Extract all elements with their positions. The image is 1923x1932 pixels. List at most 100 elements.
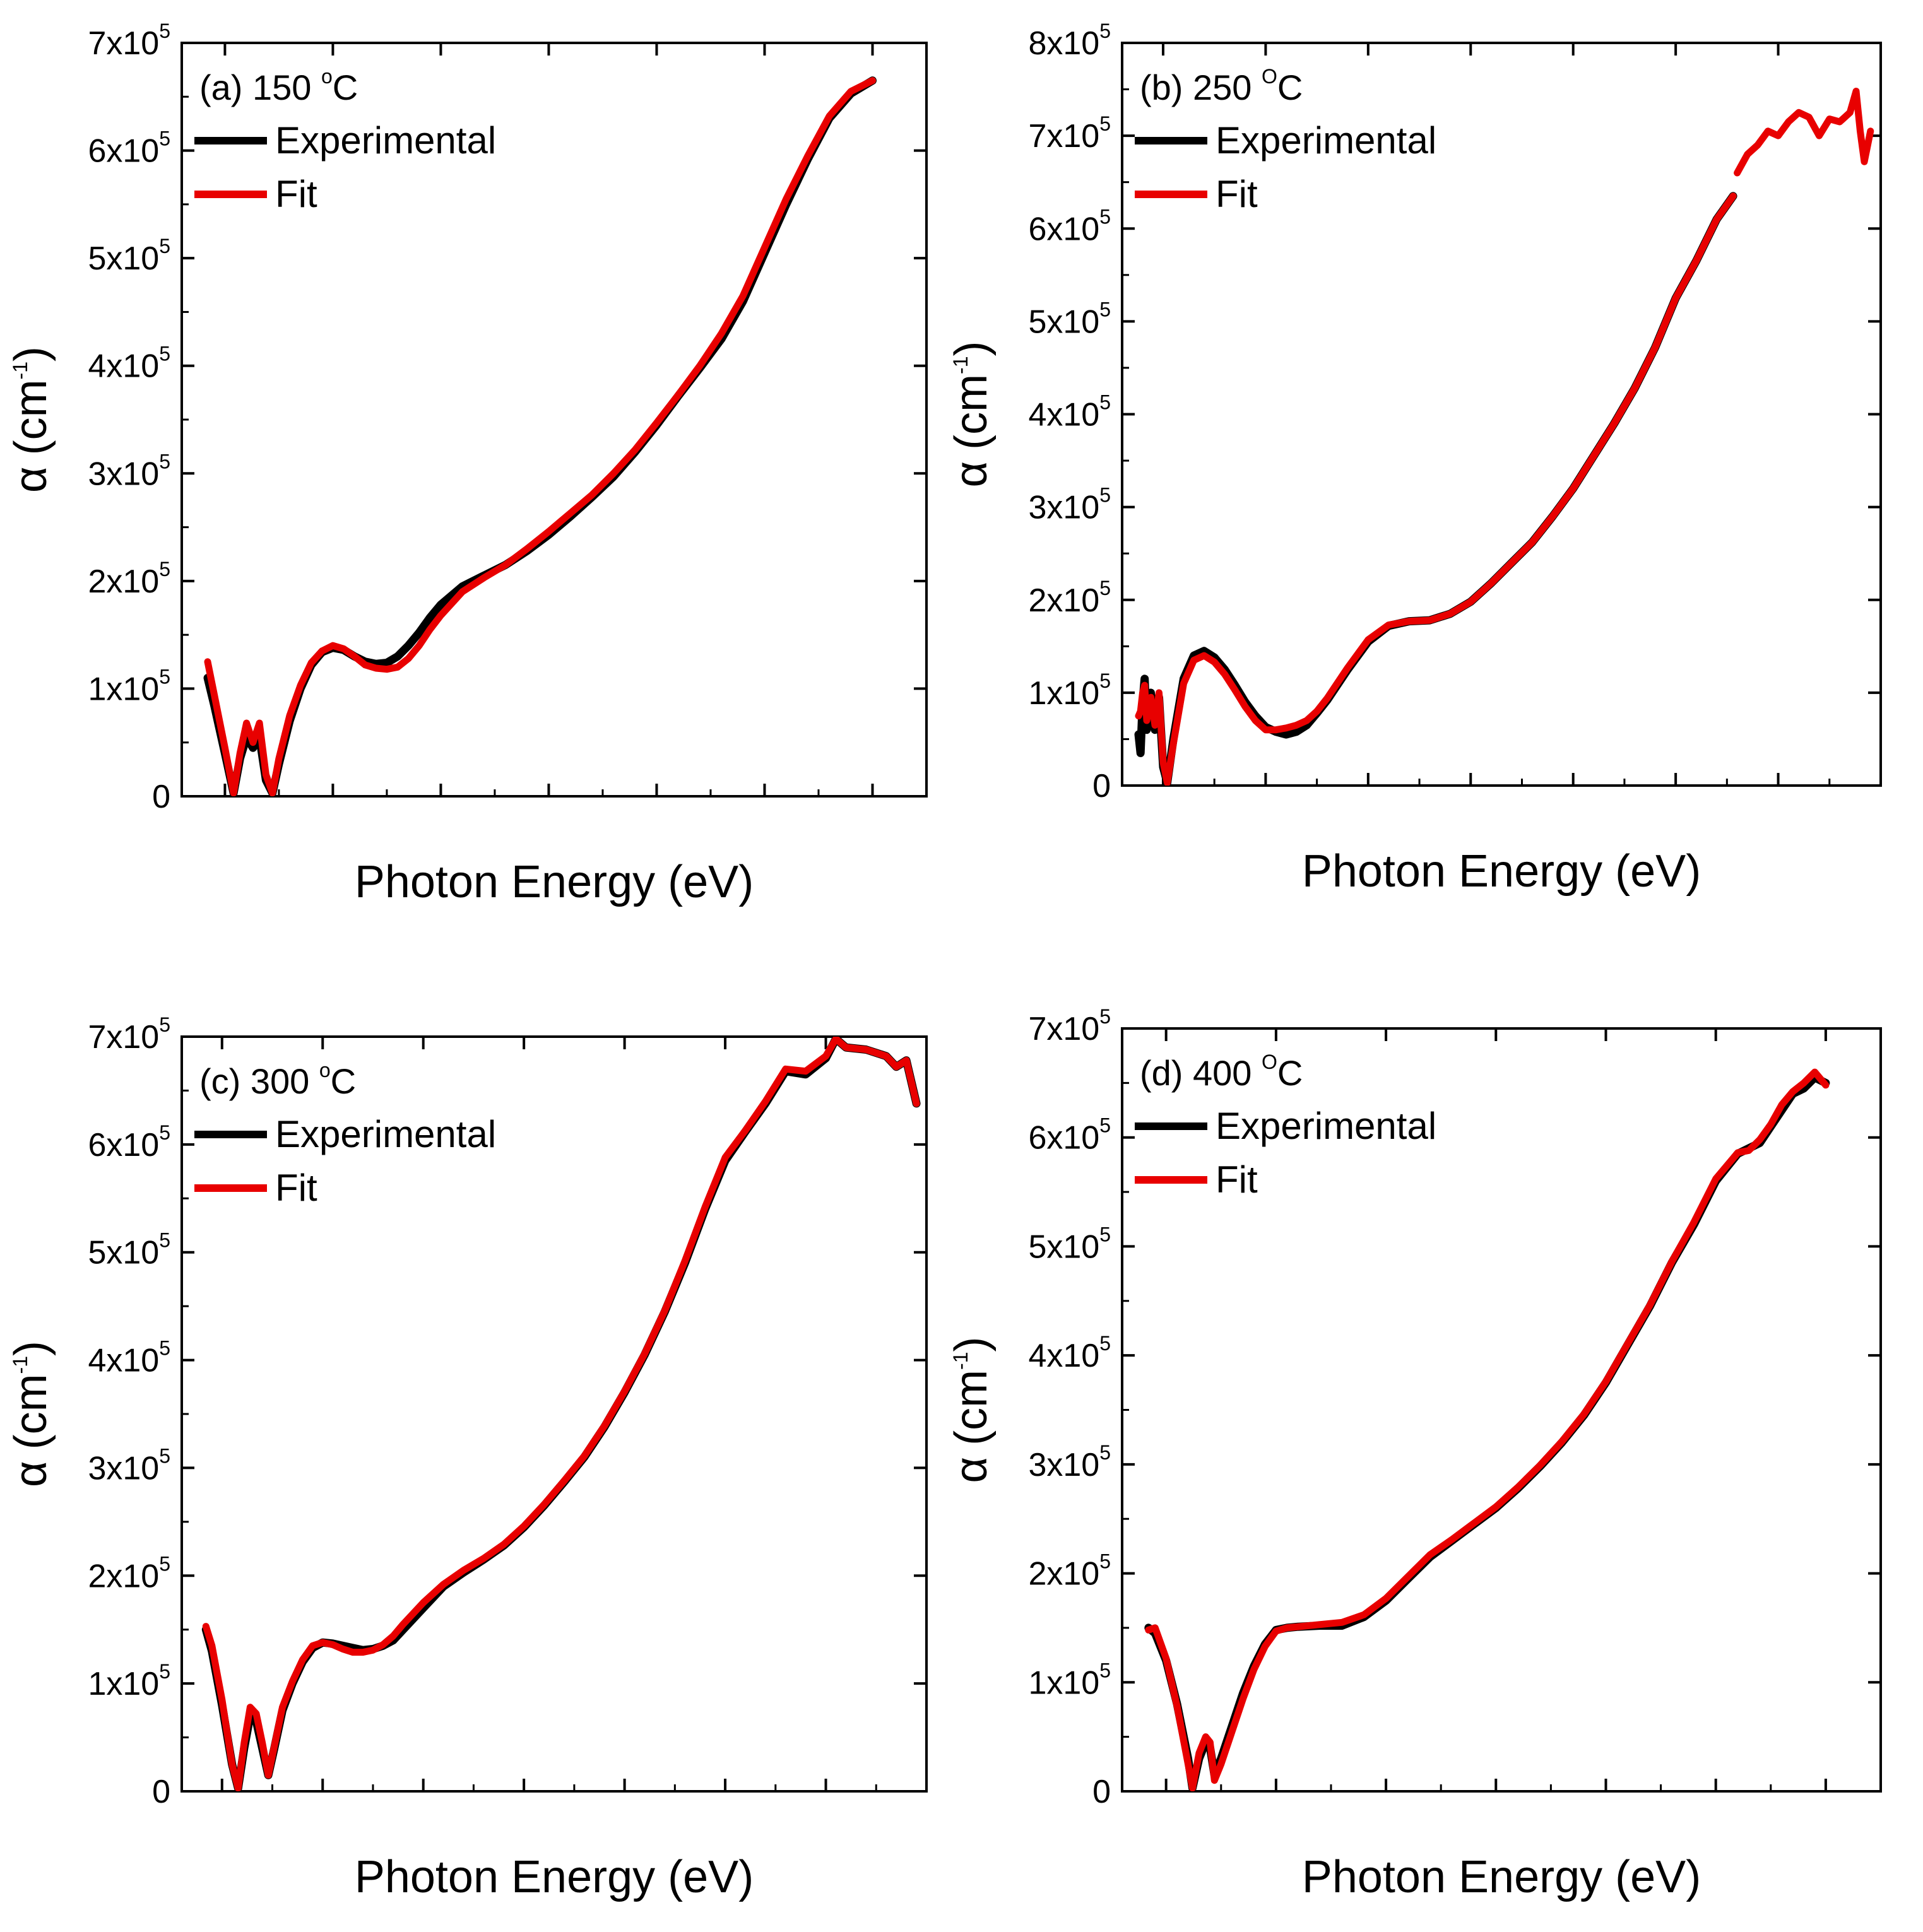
panel-title-text: (c) 300 xyxy=(199,1061,319,1101)
legend-label-experimental: Experimental xyxy=(275,1113,496,1155)
y-tick-base: 4x10 xyxy=(1028,397,1099,433)
x-axis-title: Photon Energy (eV) xyxy=(355,1852,754,1902)
y-tick-label: 0 xyxy=(152,779,170,815)
y-tick-base: 5x10 xyxy=(88,240,159,277)
legend-label-fit: Fit xyxy=(1216,1158,1258,1201)
y-tick-exponent: 5 xyxy=(159,1013,170,1036)
y-tick-label: 3x105 xyxy=(1028,484,1111,526)
y-tick-label: 7x105 xyxy=(1028,1005,1111,1047)
y-tick-base: 2x10 xyxy=(88,1558,159,1594)
y-tick-label: 7x105 xyxy=(1028,112,1111,155)
y-tick-label: 0 xyxy=(1092,1774,1111,1810)
y-tick-label: 2x105 xyxy=(1028,577,1111,619)
y-tick-label: 4x105 xyxy=(1028,1332,1111,1374)
y-tick-exponent: 5 xyxy=(1099,577,1111,599)
y-tick-label: 8x105 xyxy=(1028,20,1111,62)
y-tick-base: 3x10 xyxy=(88,456,159,492)
y-tick-base: 7x10 xyxy=(1028,118,1099,155)
y-tick-exponent: 5 xyxy=(159,1444,170,1467)
series-line-fit xyxy=(202,1037,920,1791)
y-tick-base: 7x10 xyxy=(1028,1011,1099,1047)
y-tick-base: 1x10 xyxy=(1028,675,1099,712)
y-tick-exponent: 5 xyxy=(1099,1332,1111,1355)
y-tick-label: 5x105 xyxy=(88,1229,170,1271)
y-tick-exponent: 5 xyxy=(1099,1223,1111,1246)
y-tick-label: 4x105 xyxy=(1028,391,1111,433)
y-axis-unit: (cm xyxy=(6,379,56,455)
y-tick-exponent: 5 xyxy=(159,343,170,365)
y-tick-base: 2x10 xyxy=(1028,582,1099,619)
y-tick-label: 6x105 xyxy=(88,1121,170,1163)
y-tick-base: 4x10 xyxy=(1028,1338,1099,1374)
y-tick-base: 5x10 xyxy=(1028,303,1099,340)
panel-title: (c) 300 oC xyxy=(199,1059,356,1101)
panel-title: (d) 400 OC xyxy=(1140,1051,1303,1093)
x-axis-title: Photon Energy (eV) xyxy=(1302,846,1701,897)
y-tick-label: 6x105 xyxy=(1028,205,1111,247)
y-tick-base: 1x10 xyxy=(1028,1664,1099,1701)
y-tick-exponent: 5 xyxy=(159,558,170,580)
y-tick-base: 5x10 xyxy=(88,1235,159,1271)
series-line-fit xyxy=(204,77,876,796)
series-line-fit xyxy=(1145,1068,1830,1791)
series-line-fit xyxy=(1135,192,1737,786)
panel-title-text: (b) 250 xyxy=(1140,68,1262,107)
y-tick-label: 5x105 xyxy=(1028,1223,1111,1265)
y-tick-exponent: 5 xyxy=(159,1121,170,1144)
legend-label-fit: Fit xyxy=(275,173,317,215)
y-axis-unit-exponent: -1 xyxy=(9,1356,32,1374)
y-tick-label: 3x105 xyxy=(1028,1441,1111,1483)
y-tick-base: 6x10 xyxy=(88,1127,159,1163)
y-tick-base: 7x10 xyxy=(88,25,159,62)
y-tick-base: 1x10 xyxy=(88,671,159,707)
y-tick-label: 5x105 xyxy=(88,235,170,277)
y-tick-exponent: 5 xyxy=(1099,205,1111,228)
series-line-fit xyxy=(1734,88,1874,177)
y-tick-label: 1x105 xyxy=(88,665,170,707)
y-tick-base: 4x10 xyxy=(88,348,159,385)
y-axis-close: ) xyxy=(946,341,997,356)
y-tick-base: 0 xyxy=(152,779,170,815)
y-axis-unit-exponent: -1 xyxy=(949,356,972,374)
y-tick-base: 2x10 xyxy=(1028,1556,1099,1593)
y-tick-exponent: 5 xyxy=(1099,1005,1111,1028)
x-axis-title: Photon Energy (eV) xyxy=(1302,1852,1701,1902)
y-axis-close: ) xyxy=(6,346,56,362)
y-tick-exponent: 5 xyxy=(1099,1550,1111,1573)
y-tick-exponent: 5 xyxy=(1099,1441,1111,1464)
legend-label-experimental: Experimental xyxy=(1216,1105,1436,1147)
legend-label-experimental: Experimental xyxy=(275,119,496,162)
y-tick-exponent: 5 xyxy=(1099,112,1111,135)
panel-title: (a) 150 oC xyxy=(199,65,358,107)
y-tick-exponent: 5 xyxy=(1099,1114,1111,1137)
y-axis-unit: (cm xyxy=(946,374,997,450)
y-tick-exponent: 5 xyxy=(1099,484,1111,507)
y-tick-exponent: 5 xyxy=(1099,1659,1111,1682)
panel-title-degree: o xyxy=(319,1059,331,1081)
y-axis-symbol: α xyxy=(946,461,997,488)
y-axis-title: α (cm-1) xyxy=(6,1341,56,1487)
y-axis-unit-exponent: -1 xyxy=(949,1352,972,1369)
y-axis-unit: (cm xyxy=(946,1370,997,1446)
panel-d: 01x1052x1053x1054x1055x1056x1057x105Phot… xyxy=(946,1005,1882,1902)
series-line-experimental xyxy=(1134,192,1737,786)
panel-title-unit: C xyxy=(1277,1053,1303,1093)
y-tick-exponent: 5 xyxy=(159,665,170,688)
y-tick-label: 7x105 xyxy=(88,1013,170,1056)
y-tick-base: 0 xyxy=(1092,768,1111,804)
y-axis-close: ) xyxy=(946,1336,997,1352)
y-axis-close: ) xyxy=(6,1341,56,1356)
y-tick-exponent: 5 xyxy=(159,1552,170,1575)
panel-title-degree: O xyxy=(1262,65,1277,88)
y-axis-title: α (cm-1) xyxy=(6,346,56,493)
panel-title-degree: O xyxy=(1262,1051,1277,1073)
y-tick-exponent: 5 xyxy=(1099,391,1111,414)
y-tick-base: 2x10 xyxy=(88,563,159,600)
panel-c: 01x1052x1053x1054x1055x1056x1057x105Phot… xyxy=(6,1013,928,1902)
y-tick-label: 1x105 xyxy=(1028,1659,1111,1701)
y-tick-label: 2x105 xyxy=(88,558,170,600)
y-tick-base: 0 xyxy=(1092,1774,1111,1810)
y-axis-title: α (cm-1) xyxy=(946,1336,997,1483)
y-axis-symbol: α xyxy=(6,466,56,493)
y-tick-label: 5x105 xyxy=(1028,298,1111,340)
